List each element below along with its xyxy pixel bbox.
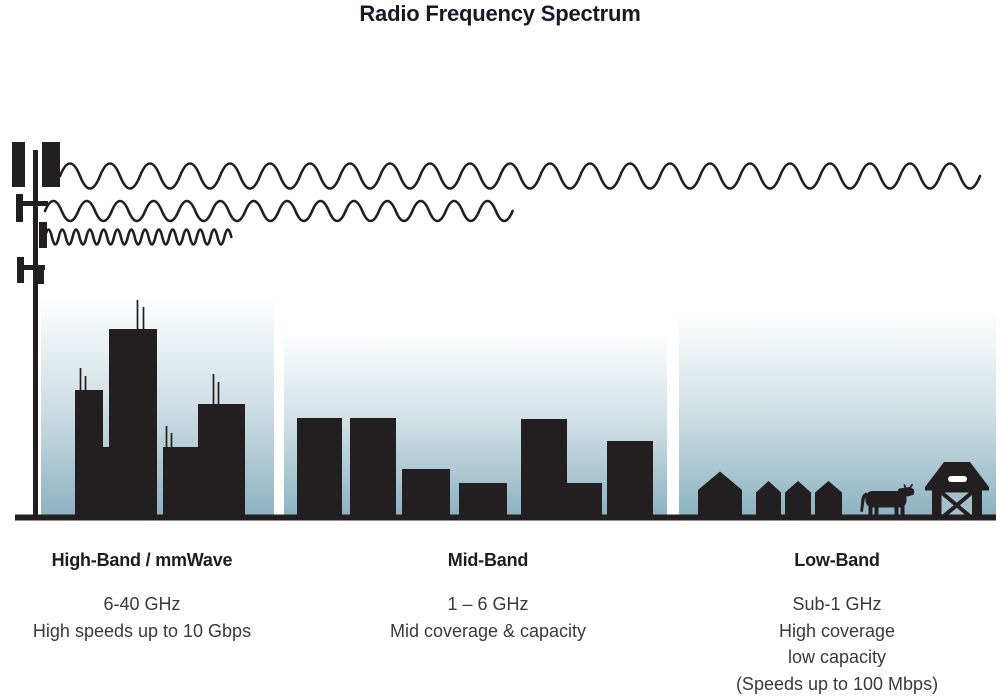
house-icon bbox=[785, 481, 811, 518]
tower-antenna-panel bbox=[38, 270, 44, 284]
tower-antenna-panel bbox=[17, 257, 24, 283]
midband-buildings-icon bbox=[297, 418, 653, 518]
building bbox=[402, 469, 450, 518]
barn-icon bbox=[925, 462, 989, 520]
tower-mast bbox=[33, 150, 38, 518]
house-icon bbox=[756, 481, 781, 518]
band-heading-high: High-Band / mmWave bbox=[51, 550, 233, 570]
house-icon bbox=[815, 481, 842, 518]
barn-hayloft-vent bbox=[948, 476, 967, 482]
band-details-low: Sub-1 GHz High coverage low capacity (Sp… bbox=[697, 591, 977, 697]
band-label-high: High-Band / mmWave 6-40 GHz High speeds … bbox=[22, 549, 262, 644]
rural-scene-icon bbox=[698, 462, 989, 520]
city-skyline-icon bbox=[75, 300, 245, 518]
band-description: Mid coverage & capacity bbox=[389, 620, 587, 641]
radio-waves bbox=[43, 162, 982, 246]
low-band-wave-icon bbox=[58, 162, 982, 190]
band-label-low: Low-Band Sub-1 GHz High coverage low cap… bbox=[697, 549, 977, 697]
band-description: High coverage bbox=[778, 620, 896, 641]
mid-band-wave-icon bbox=[43, 199, 514, 223]
skyscraper bbox=[103, 447, 109, 518]
cow-icon bbox=[860, 483, 915, 518]
skyscraper bbox=[163, 447, 198, 518]
building bbox=[607, 441, 653, 518]
skyscraper bbox=[75, 390, 103, 518]
band-description: low capacity bbox=[787, 647, 887, 667]
tower-antenna-panel bbox=[16, 194, 23, 222]
ground-line bbox=[15, 514, 996, 521]
band-frequency: Sub-1 GHz bbox=[792, 594, 882, 614]
barn-door-crossbuck bbox=[940, 490, 974, 520]
building bbox=[459, 483, 507, 518]
band-heading-mid: Mid-Band bbox=[447, 550, 529, 570]
tower-antenna-panel bbox=[39, 222, 47, 248]
band-description: (Speeds up to 100 Mbps) bbox=[735, 673, 939, 694]
cell-tower-icon bbox=[12, 142, 60, 518]
building bbox=[297, 418, 342, 518]
band-frequency: 6-40 GHz bbox=[103, 594, 181, 614]
tower-crossbar bbox=[17, 265, 45, 270]
band-label-mid: Mid-Band 1 – 6 GHz Mid coverage & capaci… bbox=[368, 549, 608, 644]
building bbox=[350, 418, 396, 518]
band-description: High speeds up to 10 Gbps bbox=[32, 620, 252, 641]
band-details-mid: 1 – 6 GHz Mid coverage & capacity bbox=[368, 591, 608, 644]
page-title: Radio Frequency Spectrum bbox=[359, 1, 641, 26]
band-details-high: 6-40 GHz High speeds up to 10 Gbps bbox=[22, 591, 262, 644]
high-band-wave-icon bbox=[43, 228, 233, 246]
tower-crossbar bbox=[16, 201, 48, 206]
skyscraper bbox=[109, 329, 157, 518]
band-heading-low: Low-Band bbox=[794, 550, 880, 570]
tower-antenna-panel bbox=[12, 142, 25, 187]
tower-antenna-panel bbox=[42, 142, 60, 187]
house-icon bbox=[698, 471, 742, 518]
band-frequency: 1 – 6 GHz bbox=[447, 594, 529, 614]
building bbox=[567, 483, 602, 518]
rooftop-antennas bbox=[79, 300, 220, 447]
skyscraper bbox=[198, 404, 245, 518]
building bbox=[521, 419, 567, 518]
